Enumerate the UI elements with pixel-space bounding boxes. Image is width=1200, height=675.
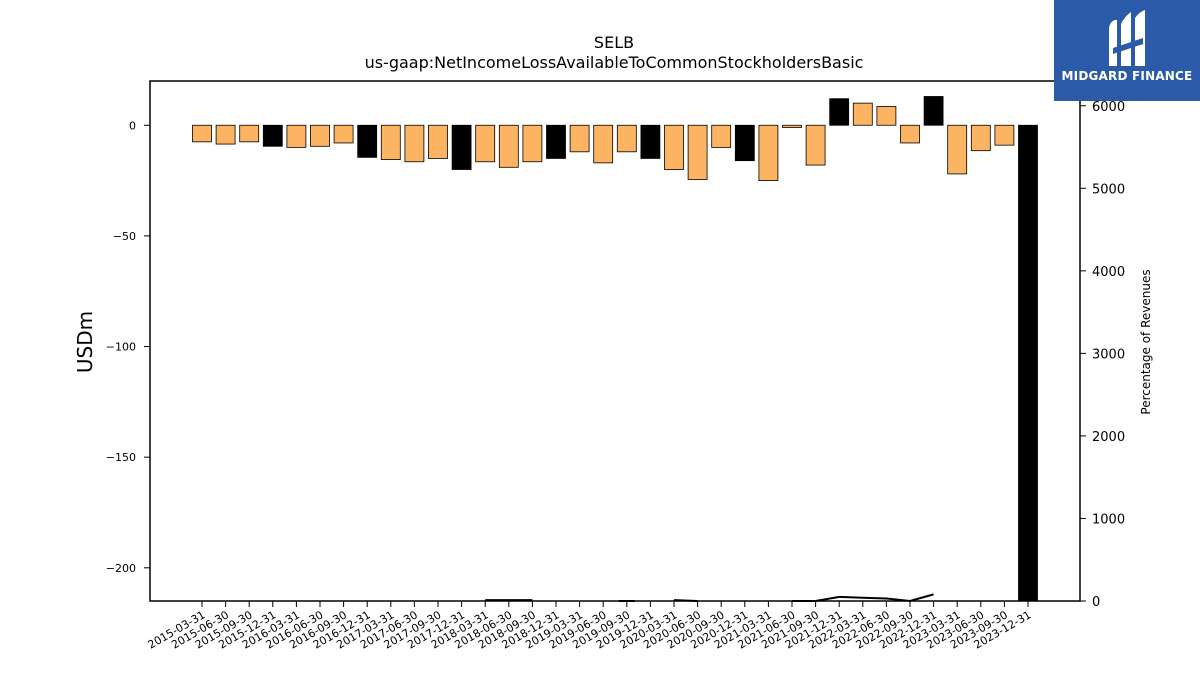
bar-2017-03-31 <box>380 124 401 160</box>
bar-2022-12-31 <box>923 96 944 126</box>
bar-2023-03-31 <box>947 124 968 175</box>
bar-2016-09-30 <box>333 124 354 144</box>
bar-2015-12-31 <box>262 124 283 147</box>
bar-2022-09-30 <box>900 124 920 144</box>
y2-tick-label: 3000 <box>1092 347 1125 362</box>
y-tick-label: 0 <box>129 119 136 132</box>
brand-logo: MIDGARD FINANCE <box>1054 0 1200 101</box>
bar-2021-09-30 <box>805 124 826 166</box>
bar-2015-03-31 <box>192 124 212 143</box>
y-tick-label: −100 <box>106 341 136 354</box>
y-axis-label: USDm <box>73 311 97 373</box>
y-tick-label: −150 <box>106 451 136 464</box>
brand-name: MIDGARD FINANCE <box>1061 69 1193 83</box>
bar-2021-12-31 <box>829 98 850 126</box>
bar-2020-09-30 <box>711 124 732 148</box>
bar-2023-12-31 <box>1018 124 1038 602</box>
chart-subtitle: us-gaap:NetIncomeLossAvailableToCommonSt… <box>365 53 864 72</box>
bar-2017-12-31 <box>451 124 472 170</box>
bar-2019-03-31 <box>569 124 590 153</box>
bar-2019-06-30 <box>593 124 614 164</box>
y-tick-label: −200 <box>106 562 136 575</box>
bar-2019-09-30 <box>616 124 637 153</box>
bar-2018-06-30 <box>498 124 519 168</box>
bar-2020-06-30 <box>687 124 708 180</box>
bar-2016-06-30 <box>310 124 330 147</box>
bar-2015-09-30 <box>239 124 260 143</box>
y2-tick-label: 4000 <box>1092 265 1125 280</box>
bar-2022-03-31 <box>852 102 873 126</box>
plot-frame <box>149 80 1081 602</box>
bar-2015-06-30 <box>215 124 236 145</box>
revenue-pct-line-3 <box>792 593 934 603</box>
chart-title: SELB <box>594 33 634 52</box>
bar-2022-06-30 <box>876 106 897 126</box>
bar-2020-12-31 <box>734 124 755 162</box>
bar-2021-06-30 <box>782 124 802 128</box>
bar-2023-06-30 <box>970 124 991 152</box>
y2-tick-label: 1000 <box>1092 512 1125 527</box>
bar-2020-03-31 <box>664 124 684 170</box>
y2-axis-label: Percentage of Revenues <box>1139 269 1153 414</box>
bar-2016-03-31 <box>286 124 307 148</box>
bar-2018-12-31 <box>546 124 566 159</box>
bar-2019-12-31 <box>640 124 661 159</box>
midgard-logo-icon <box>1109 10 1145 66</box>
y-tick-label: −50 <box>113 230 136 243</box>
y2-tick-label: 2000 <box>1092 430 1125 445</box>
bar-2016-12-31 <box>357 124 378 158</box>
bar-2017-06-30 <box>404 124 425 163</box>
bar-2023-09-30 <box>994 124 1015 146</box>
bar-2018-09-30 <box>522 124 543 163</box>
bar-2018-03-31 <box>475 124 496 163</box>
y2-tick-label: 5000 <box>1092 182 1125 197</box>
y2-tick-label: 6000 <box>1092 100 1125 115</box>
bar-2017-09-30 <box>428 124 448 159</box>
y2-tick-label: 0 <box>1092 595 1100 610</box>
bar-2021-03-31 <box>758 124 779 181</box>
